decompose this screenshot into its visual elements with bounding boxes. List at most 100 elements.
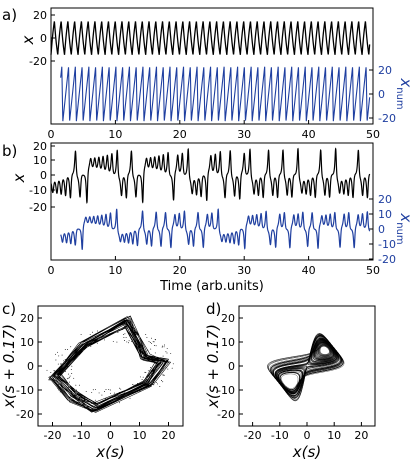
panel-c-point	[69, 386, 71, 388]
panel-c-trajectory	[48, 315, 171, 413]
panel-c-point	[68, 386, 70, 388]
panel-c-point	[102, 334, 104, 336]
panel-a-ytick-right-label: 20	[378, 64, 392, 77]
panel-c-point	[70, 395, 71, 397]
panel-c-point	[145, 381, 147, 382]
panel-c-point	[163, 368, 165, 369]
panel-b-ylabel-right: xnum	[394, 212, 415, 244]
panel-a-xtick-label: 40	[302, 128, 316, 141]
panel-a-xtick-label: 30	[237, 128, 251, 141]
panel-c-point	[159, 386, 161, 388]
panel-c-point	[153, 345, 155, 346]
panel-c-point	[49, 376, 51, 378]
panel-c-point	[69, 381, 70, 383]
panel-c-point	[77, 353, 79, 354]
panel-c-point	[145, 334, 147, 336]
panel-c-point	[85, 391, 87, 393]
panel-c-point	[144, 350, 146, 352]
panel-c-point	[71, 365, 73, 367]
panel-c-point	[147, 370, 149, 372]
panel-xtick-label: 20	[354, 429, 368, 442]
panel-c-point	[136, 383, 138, 384]
panel-c-point	[90, 345, 92, 347]
panel-b-label: b)	[2, 142, 17, 160]
panel-a-ytick-left-label: 0	[40, 32, 47, 45]
panel-c-point	[54, 379, 56, 381]
panel-xtick-label: 0	[107, 429, 114, 442]
panel-a-xtick-label: 50	[366, 128, 380, 141]
panel-c-point	[102, 335, 104, 337]
panel-c-point	[94, 399, 96, 401]
panel-c-point	[152, 341, 154, 343]
panel-c-point	[120, 388, 122, 390]
panel-c-point	[67, 366, 69, 368]
panel-c-point	[160, 360, 162, 362]
panel-c-point	[82, 346, 83, 348]
panel-c-point	[149, 358, 151, 360]
panel-c-point	[63, 363, 65, 365]
panel-b-series-x	[50, 147, 371, 205]
panel-c-point	[154, 352, 156, 354]
panel-c-point	[171, 367, 173, 369]
panel-c-point	[132, 383, 134, 385]
panel-a-xtick-label: 0	[48, 128, 55, 141]
panel-c-point	[135, 333, 137, 335]
panel-c-point	[164, 344, 165, 346]
panel-c-point	[60, 383, 62, 385]
panel-c-point	[70, 369, 72, 371]
panel-c-point	[166, 352, 168, 354]
panel-c-point	[73, 355, 75, 357]
panel-c-point	[83, 343, 85, 345]
panel-b-xtick-label: 40	[302, 264, 316, 277]
panel-xtick-label: 20	[162, 429, 176, 442]
panel-c-point	[123, 392, 125, 394]
panel-c-point	[94, 388, 96, 390]
panel-c-point	[80, 334, 82, 336]
panel-c-point	[140, 339, 142, 341]
panel-c-point	[83, 399, 85, 401]
panel-c-point	[162, 355, 164, 357]
panel-c-point	[117, 332, 119, 333]
panel-c-point	[88, 401, 90, 402]
panel-c-point	[141, 379, 143, 380]
panel-b-frame	[50, 142, 374, 261]
panel-c-point	[108, 389, 110, 391]
panel-c-point	[98, 392, 100, 394]
panel-c-point	[96, 330, 98, 332]
panel-c-point	[162, 374, 164, 376]
panel-c-point	[108, 333, 110, 335]
panel-b-ytick-left-label: 10	[33, 154, 47, 167]
panel-c-point	[60, 363, 62, 365]
panel-c-point	[140, 387, 142, 389]
panel-c-point	[161, 346, 163, 348]
panel-c-point	[165, 367, 167, 369]
panel-c-point	[129, 332, 130, 334]
panel-a-series-x	[50, 21, 371, 55]
panel-c-point	[63, 360, 65, 362]
panel-c-point	[172, 363, 174, 365]
panel-c-point	[147, 350, 149, 352]
panel-ytick-label: 10	[20, 336, 34, 349]
panel-c-point	[100, 334, 101, 336]
panel-c-point	[109, 389, 111, 391]
panel-c-point	[121, 390, 123, 392]
panel-c-point	[46, 369, 48, 371]
panel-c-point	[92, 342, 93, 344]
panel-b-ytick-right-label: 10	[378, 208, 392, 221]
panel-c-points	[46, 315, 174, 413]
panel-c-point	[78, 384, 80, 386]
panel-c-point	[53, 370, 55, 372]
panel-xtick-label: -10	[271, 429, 289, 442]
panel-c-point	[116, 341, 118, 343]
panel-c-point	[107, 402, 109, 404]
panel-c-point	[148, 341, 150, 343]
panel-c-point	[150, 386, 152, 388]
panel-a-label: a)	[2, 6, 17, 24]
panel-c-point	[96, 342, 98, 344]
panel-c-point	[168, 361, 170, 363]
panel-c-point	[153, 382, 155, 384]
panel-b-xtick-label: 10	[108, 264, 122, 277]
panel-b-xtick-label: 20	[173, 264, 187, 277]
panel-a-ytick-left-label: -20	[29, 55, 47, 68]
panel-c-point	[66, 383, 68, 385]
